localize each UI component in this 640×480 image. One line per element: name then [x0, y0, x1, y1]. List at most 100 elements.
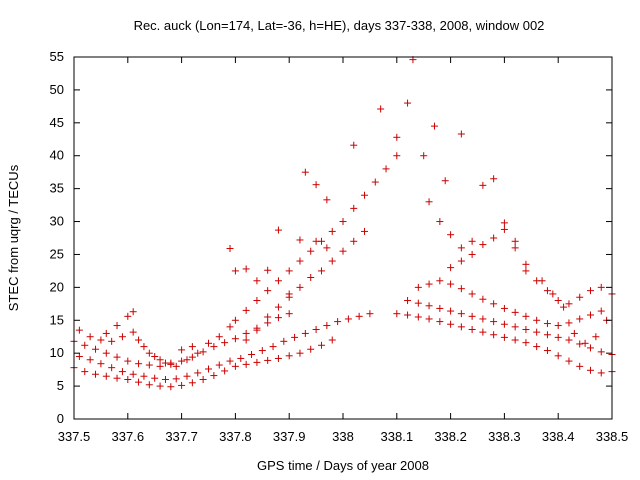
data-point	[436, 218, 444, 226]
y-axis-label: STEC from uqrg / TECUs	[6, 164, 21, 311]
data-point	[447, 264, 455, 272]
y-tick-label: 25	[50, 246, 64, 261]
data-point	[231, 362, 239, 370]
data-point	[404, 297, 412, 305]
data-point	[436, 304, 444, 312]
data-point	[361, 191, 369, 199]
data-point	[586, 344, 594, 352]
data-point	[188, 353, 196, 361]
data-point	[350, 141, 358, 149]
data-point	[543, 320, 551, 328]
data-point	[586, 311, 594, 319]
data-point	[226, 357, 234, 365]
data-point	[490, 318, 498, 326]
data-point	[511, 323, 519, 331]
data-point	[312, 181, 320, 189]
data-point	[135, 360, 143, 368]
data-point	[560, 303, 568, 311]
y-tick-label: 55	[50, 49, 64, 64]
data-point	[317, 267, 325, 275]
data-point	[543, 347, 551, 355]
x-tick-label: 337.6	[112, 429, 145, 444]
data-point	[323, 322, 331, 330]
data-point	[565, 300, 573, 308]
data-point	[436, 318, 444, 326]
y-tick-label: 0	[57, 411, 64, 426]
data-point	[215, 333, 223, 341]
data-point	[522, 339, 530, 347]
data-point	[167, 359, 175, 367]
x-tick-label: 338.4	[542, 429, 575, 444]
data-point	[280, 337, 288, 345]
data-point	[393, 133, 401, 141]
data-point	[81, 368, 89, 376]
y-axis: 0 5 10 15 20 25 30 35 40 45 50 55	[50, 49, 612, 426]
data-point	[586, 366, 594, 374]
data-point	[92, 370, 100, 378]
data-point	[258, 347, 266, 355]
data-point	[565, 319, 573, 327]
data-point	[307, 273, 315, 281]
data-point	[538, 277, 546, 285]
data-point	[393, 310, 401, 318]
data-point	[129, 308, 137, 316]
data-point	[124, 357, 132, 365]
data-point	[124, 312, 132, 320]
data-point	[468, 312, 476, 320]
data-point	[490, 331, 498, 339]
data-point	[183, 372, 191, 380]
data-point	[285, 290, 293, 298]
data-point	[118, 368, 126, 376]
data-point	[328, 257, 336, 265]
data-point	[457, 257, 465, 265]
data-point	[129, 370, 137, 378]
data-point	[108, 364, 116, 372]
data-point	[404, 99, 412, 107]
data-point	[156, 356, 164, 364]
data-point	[554, 352, 562, 360]
data-point	[253, 277, 261, 285]
data-point	[113, 322, 121, 330]
data-point	[479, 315, 487, 323]
data-point	[242, 306, 250, 314]
data-point	[323, 244, 331, 252]
data-point	[404, 311, 412, 319]
data-point	[312, 325, 320, 333]
data-point	[490, 234, 498, 242]
data-point	[576, 315, 584, 323]
data-point	[269, 343, 277, 351]
x-tick-label: 337.5	[58, 429, 91, 444]
x-tick-label: 337.9	[273, 429, 306, 444]
data-point	[597, 283, 605, 291]
y-tick-label: 10	[50, 345, 64, 360]
data-point	[161, 376, 169, 384]
data-point	[468, 250, 476, 258]
data-point	[199, 376, 207, 384]
data-point	[522, 260, 530, 268]
data-point	[570, 329, 578, 337]
data-point	[597, 369, 605, 377]
data-point	[468, 237, 476, 245]
y-tick-label: 35	[50, 181, 64, 196]
data-point	[242, 329, 250, 337]
data-point	[75, 352, 83, 360]
data-point	[81, 341, 89, 349]
data-point	[102, 349, 110, 357]
data-point	[490, 300, 498, 308]
x-axis-label: GPS time / Days of year 2008	[257, 458, 429, 473]
data-point	[522, 267, 530, 275]
data-point	[511, 244, 519, 252]
y-tick-label: 30	[50, 214, 64, 229]
data-point	[188, 379, 196, 387]
data-point	[457, 310, 465, 318]
data-point	[178, 346, 186, 354]
data-point	[500, 333, 508, 341]
data-point	[430, 122, 438, 130]
x-tick-label: 338.2	[434, 429, 467, 444]
data-point	[377, 105, 385, 113]
data-point	[248, 350, 256, 358]
data-point	[102, 372, 110, 380]
data-point	[86, 356, 94, 364]
data-point	[264, 319, 272, 327]
data-point	[441, 177, 449, 185]
